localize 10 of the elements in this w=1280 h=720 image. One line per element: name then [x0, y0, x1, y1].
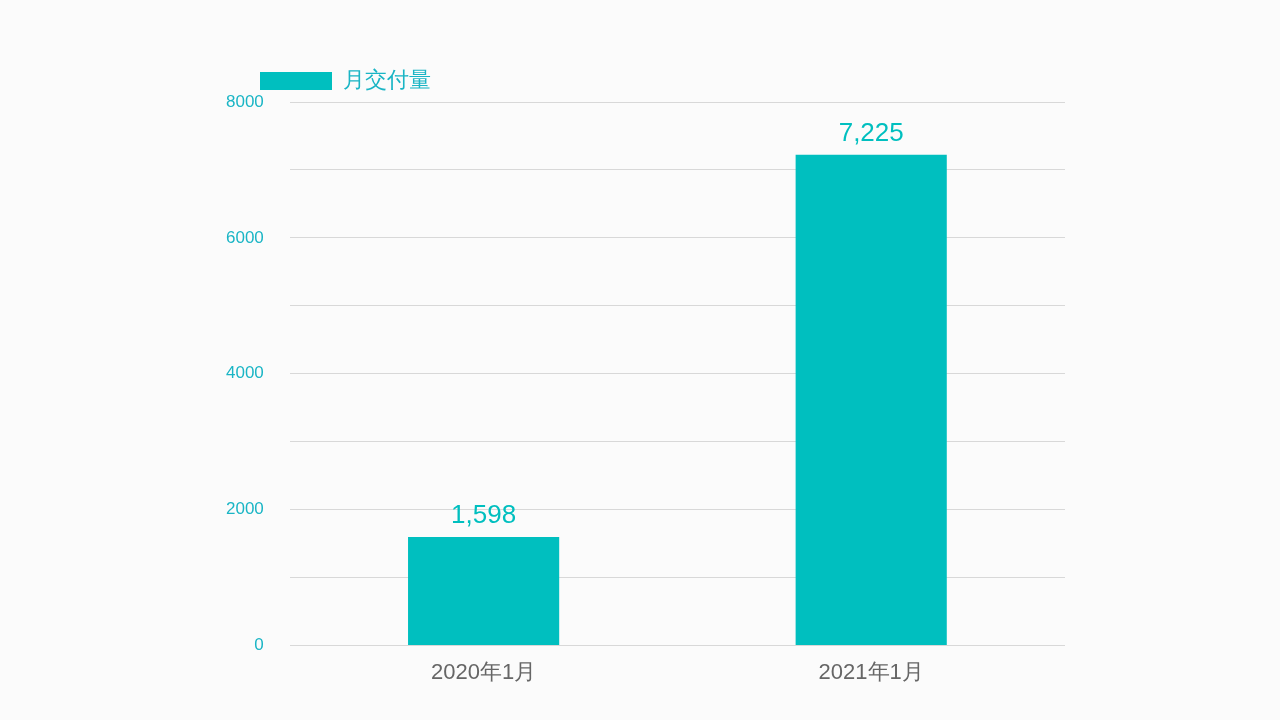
x-tick-label: 2021年1月	[818, 658, 924, 684]
y-tick-label: 8000	[225, 91, 264, 111]
legend-label: 月交付量	[343, 67, 431, 93]
x-tick-label: 2020年1月	[431, 658, 537, 684]
y-tick-label: 6000	[225, 227, 264, 247]
y-tick-label: 0	[254, 635, 264, 655]
y-tick-label: 2000	[225, 499, 264, 519]
data-label: 7,225	[838, 116, 904, 147]
data-label: 1,598	[451, 499, 517, 530]
y-tick-label: 4000	[225, 363, 264, 383]
